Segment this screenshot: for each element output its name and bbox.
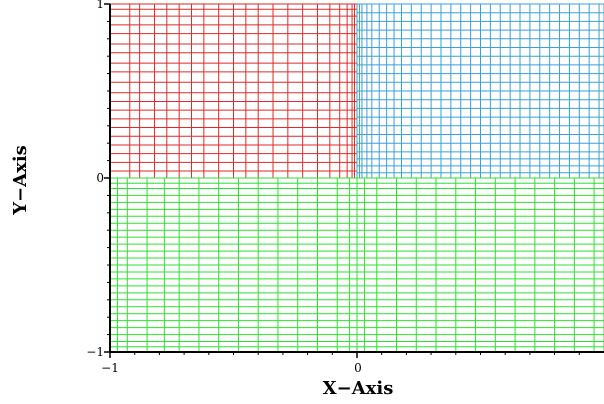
x-axis-title: X−Axis [323, 378, 394, 399]
axes [104, 3, 604, 358]
y-tick-label-minus-1: −1 [86, 345, 104, 359]
red-region [109, 3, 358, 179]
blue-region [356, 3, 604, 179]
y-axis-title: Y−Axis [10, 145, 31, 216]
x-tick-label-minus-1: −1 [101, 361, 119, 375]
green-region [109, 177, 604, 353]
y-tick-label-0: 0 [96, 171, 104, 185]
y-tick-label-1: 1 [96, 0, 104, 11]
x-tick-label-0: 0 [354, 361, 362, 375]
grid-regions [109, 3, 604, 353]
